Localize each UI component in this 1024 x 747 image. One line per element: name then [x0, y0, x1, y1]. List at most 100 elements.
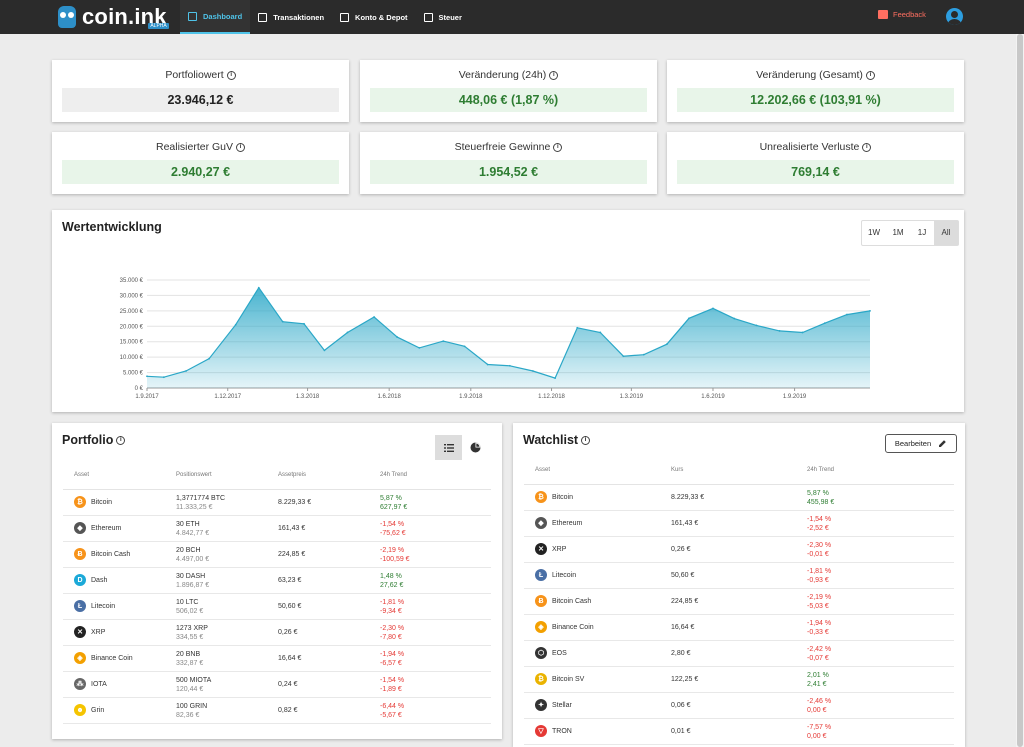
top-navigation-bar: coin.ink ALPHA Dashboard Transaktionen Kon…	[0, 0, 1024, 34]
info-icon[interactable]: i	[581, 436, 591, 446]
stat-label: Unrealisierte Verluste i	[667, 141, 964, 153]
asset-name: Ethereum	[552, 520, 583, 527]
x-tick-label: 1.3.2019	[620, 394, 644, 400]
y-tick-label: 15.000 €	[120, 340, 144, 346]
range-button-all[interactable]: All	[934, 221, 958, 245]
data-point	[755, 324, 758, 327]
watchlist-row[interactable]: Ƀ Bitcoin Cash 224,85 € -2,19 % -5,03 €	[524, 589, 954, 615]
col-trend: 24h Trend	[807, 467, 835, 473]
asset-price: 224,85 €	[671, 598, 699, 605]
trend-percent: -1,81 %	[380, 599, 405, 606]
scrollbar-thumb[interactable]	[1017, 34, 1023, 747]
trend-absolute: -9,34 €	[380, 608, 402, 615]
col-asset: Asset	[74, 472, 90, 478]
list-view-button[interactable]	[435, 435, 462, 460]
portfolio-table: Asset Positionswert Assetpreis 24h Trend…	[63, 463, 491, 724]
data-point	[346, 331, 349, 334]
info-icon[interactable]: i	[236, 142, 246, 152]
range-button-1j[interactable]: 1J	[917, 228, 927, 237]
stat-label-text: Portfoliowert	[165, 69, 224, 81]
stat-value: 1.954,52 €	[370, 160, 647, 184]
trend-absolute: -0,93 €	[807, 577, 829, 584]
info-icon[interactable]: i	[865, 70, 875, 80]
portfolio-row[interactable]: ✕ XRP 1273 XRP 334,55 € 0,26 € -2,30 % -7,80 €	[63, 620, 491, 646]
eos-icon: ⬡	[535, 647, 547, 659]
info-icon[interactable]: i	[553, 142, 563, 152]
watchlist-row[interactable]: ₿ Bitcoin 8.229,33 € 5,87 % 455,98 €	[524, 485, 954, 511]
trend-absolute: 627,97 €	[380, 504, 408, 511]
asset-price: 50,60 €	[278, 603, 302, 610]
info-icon[interactable]: i	[549, 70, 559, 80]
user-account-icon[interactable]	[946, 8, 963, 25]
trend-percent: -2,30 %	[380, 625, 405, 632]
portfolio-row[interactable]: Ł Litecoin 10 LTC 506,02 € 50,60 € -1,81 % -9,…	[63, 594, 491, 620]
watchlist-row[interactable]: ◈ Binance Coin 16,64 € -1,94 % -0,33 €	[524, 615, 954, 641]
col-kurs: Kurs	[671, 467, 684, 473]
portfolio-row[interactable]: ◆ Ethereum 30 ETH 4.842,77 € 161,43 € -1,54 %…	[63, 516, 491, 542]
asset-name: EOS	[552, 650, 567, 657]
watchlist-title-text: Watchlist	[523, 433, 579, 447]
nav-tab-transaktionen[interactable]: Transaktionen	[250, 0, 332, 34]
position-value: 332,87 €	[176, 660, 204, 667]
watchlist-row[interactable]: ▽ TRON 0,01 € -7,57 % 0,00 €	[524, 719, 954, 745]
stat-label-text: Steuerfreie Gewinne	[454, 141, 551, 153]
value-chart-card: Wertentwicklung 1W 1M 1J All 0 € 5.000 € 10.0…	[52, 210, 964, 412]
portfolio-row[interactable]: ⁂ IOTA 500 MIOTA 120,44 € 0,24 € -1,54 % -1,89…	[63, 672, 491, 698]
data-point	[554, 377, 556, 380]
watchlist-edit-button[interactable]: Bearbeiten	[885, 434, 957, 453]
data-point	[396, 336, 399, 338]
data-point	[323, 349, 326, 352]
asset-price: 0,06 €	[671, 702, 691, 709]
portfolio-row[interactable]: ◈ Binance Coin 20 BNB 332,87 € 16,64 € -1,94 …	[63, 646, 491, 672]
nav-tab-label: Dashboard	[203, 11, 243, 21]
feedback-link[interactable]: Feedback	[878, 10, 926, 19]
x-tick-label: 1.6.2019	[701, 394, 725, 400]
watchlist-row[interactable]: ⬡ EOS 2,80 € -2,42 % -0,07 €	[524, 641, 954, 667]
watchlist-row[interactable]: ◆ Ethereum 161,43 € -1,54 % -2,52 €	[524, 511, 954, 537]
portfolio-card: Portfolio i Asset Positionswert Assetprei…	[52, 423, 502, 739]
col-positionswert: Positionswert	[176, 472, 212, 478]
data-point	[303, 322, 305, 325]
trend-percent: 2,01 %	[807, 672, 829, 679]
trend-absolute: -0,07 €	[807, 655, 829, 662]
position-quantity: 500 MIOTA	[176, 677, 212, 684]
range-button-1m[interactable]: 1M	[892, 228, 904, 237]
portfolio-row[interactable]: ☻ Grin 100 GRIN 82,36 € 0,82 € -6,44 % -5,67 €	[63, 698, 491, 724]
watchlist-row[interactable]: ₿ Bitcoin SV 122,25 € 2,01 % 2,41 €	[524, 667, 954, 693]
info-icon[interactable]: i	[116, 436, 126, 446]
stat-value: 2.940,27 €	[62, 160, 339, 184]
x-tick-label: 1.3.2018	[296, 394, 320, 400]
info-icon[interactable]: i	[226, 70, 236, 80]
portfolio-row[interactable]: Ƀ Bitcoin Cash 20 BCH 4.497,00 € 224,85 € -2,…	[63, 542, 491, 568]
trend-percent: 5,87 %	[380, 495, 402, 502]
position-quantity: 20 BNB	[176, 651, 201, 658]
pie-view-button[interactable]	[462, 435, 489, 460]
data-point	[622, 355, 625, 358]
dashboard-icon	[188, 11, 197, 21]
range-button-1w[interactable]: 1W	[868, 228, 880, 237]
asset-name: Bitcoin SV	[552, 676, 585, 683]
position-value: 11.333,25 €	[176, 504, 213, 511]
stat-label: Steuerfreie Gewinne i	[360, 141, 657, 153]
info-icon[interactable]: i	[862, 142, 872, 152]
asset-name: Binance Coin	[552, 624, 594, 631]
xrp-icon: ✕	[535, 543, 547, 555]
nav-tab-label: Transaktionen	[273, 12, 325, 22]
nav-tab-dashboard[interactable]: Dashboard	[180, 0, 251, 34]
watchlist-row[interactable]: ✦ Stellar 0,06 € -2,46 % 0,00 €	[524, 693, 954, 719]
portfolio-row[interactable]: ₿ Bitcoin 1,3771774 BTC 11.333,25 € 8.229,33…	[63, 490, 491, 516]
pie-chart-icon	[470, 442, 481, 453]
trend-absolute: -5,67 €	[380, 712, 402, 719]
app-logo[interactable]: coin.ink ALPHA	[58, 4, 169, 29]
portfolio-row[interactable]: D Dash 30 DASH 1.896,87 € 63,23 € 1,48 % 27,62…	[63, 568, 491, 594]
page-scrollbar[interactable]	[1016, 34, 1024, 747]
trend-absolute: -2,52 €	[807, 525, 829, 532]
trend-percent: -1,54 %	[380, 677, 405, 684]
data-point	[688, 317, 690, 320]
data-point	[146, 375, 148, 378]
watchlist-row[interactable]: Ł Litecoin 50,60 € -1,81 % -0,93 €	[524, 563, 954, 589]
nav-tab-steuer[interactable]: Steuer	[416, 0, 470, 34]
position-value: 334,55 €	[176, 634, 204, 641]
watchlist-row[interactable]: ✕ XRP 0,26 € -2,30 % -0,01 €	[524, 537, 954, 563]
nav-tab-konto-depot[interactable]: Konto & Depot	[332, 0, 416, 34]
